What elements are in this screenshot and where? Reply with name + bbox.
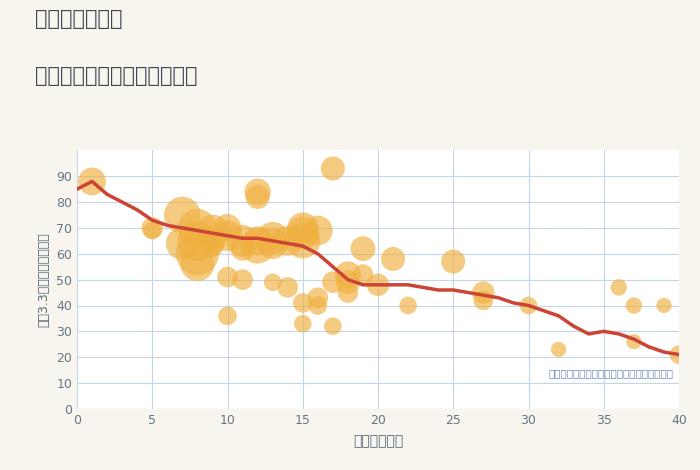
Point xyxy=(342,271,354,278)
Point xyxy=(312,294,323,302)
Point xyxy=(357,245,368,252)
Point xyxy=(673,351,685,358)
Point xyxy=(252,193,263,201)
Point xyxy=(267,235,278,242)
Point xyxy=(252,188,263,196)
Point xyxy=(297,320,308,327)
Point xyxy=(297,299,308,306)
Y-axis label: 坪（3.3㎡）単価（万円）: 坪（3.3㎡）単価（万円） xyxy=(38,232,50,327)
Point xyxy=(629,338,640,345)
Point xyxy=(222,224,233,232)
Point xyxy=(267,278,278,286)
Point xyxy=(237,276,248,283)
Point xyxy=(207,243,218,250)
Point xyxy=(147,224,158,232)
Point xyxy=(192,237,203,244)
Point xyxy=(402,302,414,309)
Point xyxy=(553,346,564,353)
Point xyxy=(658,302,669,309)
X-axis label: 築年数（年）: 築年数（年） xyxy=(353,434,403,448)
Point xyxy=(176,240,188,247)
Point xyxy=(357,271,368,278)
Point xyxy=(328,322,339,330)
Point xyxy=(237,245,248,252)
Point xyxy=(192,260,203,268)
Point xyxy=(222,232,233,240)
Point xyxy=(613,283,624,291)
Point xyxy=(297,224,308,232)
Point xyxy=(312,302,323,309)
Point xyxy=(222,273,233,281)
Text: 愛知県味美駅の: 愛知県味美駅の xyxy=(35,9,122,30)
Point xyxy=(297,237,308,244)
Point xyxy=(477,289,489,296)
Point xyxy=(176,212,188,219)
Point xyxy=(252,237,263,244)
Point xyxy=(222,312,233,320)
Point xyxy=(388,255,399,263)
Point xyxy=(312,227,323,234)
Point xyxy=(252,243,263,250)
Point xyxy=(282,283,293,291)
Text: 築年数別中古マンション価格: 築年数別中古マンション価格 xyxy=(35,66,197,86)
Point xyxy=(328,165,339,172)
Point xyxy=(207,227,218,234)
Point xyxy=(192,250,203,258)
Point xyxy=(629,302,640,309)
Point xyxy=(297,229,308,237)
Point xyxy=(207,237,218,244)
Text: 円の大きさは、取引のあった物件面積を示す: 円の大きさは、取引のあった物件面積を示す xyxy=(548,368,673,378)
Point xyxy=(477,297,489,304)
Point xyxy=(372,281,384,289)
Point xyxy=(342,289,354,296)
Point xyxy=(523,302,534,309)
Point xyxy=(267,240,278,247)
Point xyxy=(448,258,459,265)
Point xyxy=(342,278,354,286)
Point xyxy=(282,237,293,244)
Point xyxy=(237,237,248,244)
Point xyxy=(192,224,203,232)
Point xyxy=(328,278,339,286)
Point xyxy=(147,227,158,234)
Point xyxy=(87,178,98,185)
